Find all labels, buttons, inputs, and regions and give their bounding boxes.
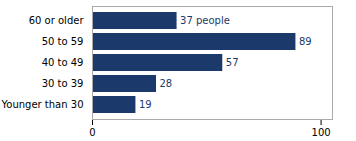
svg-text:37 people: 37 people <box>180 15 230 26</box>
svg-text:89: 89 <box>299 36 312 47</box>
svg-text:40 to 49: 40 to 49 <box>42 57 84 68</box>
svg-text:50 to 59: 50 to 59 <box>42 36 84 47</box>
svg-text:19: 19 <box>139 99 152 110</box>
svg-text:Younger than 30: Younger than 30 <box>1 99 84 110</box>
svg-text:30 to 39: 30 to 39 <box>42 78 84 89</box>
svg-text:100: 100 <box>312 127 331 138</box>
svg-text:60 or older: 60 or older <box>29 15 85 26</box>
svg-text:28: 28 <box>160 78 173 89</box>
svg-text:57: 57 <box>226 57 239 68</box>
svg-text:0: 0 <box>89 127 95 138</box>
